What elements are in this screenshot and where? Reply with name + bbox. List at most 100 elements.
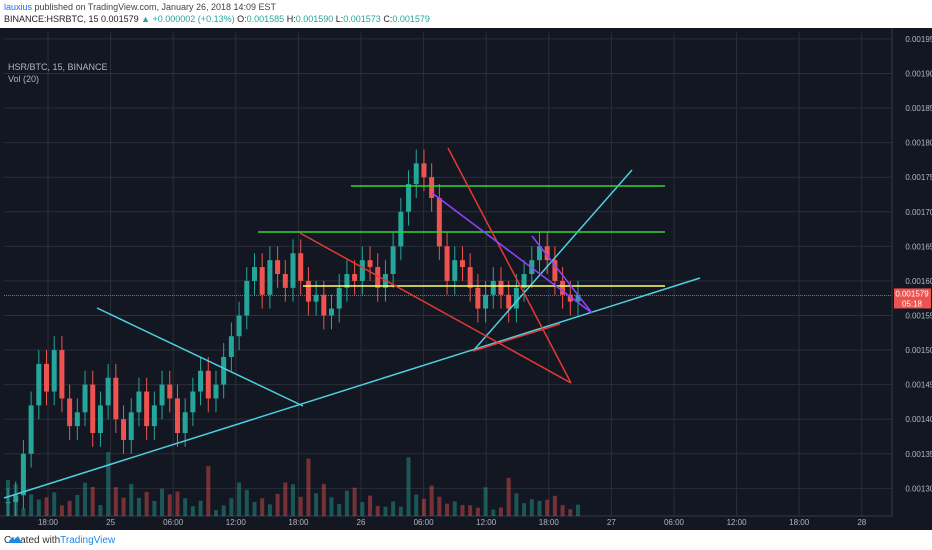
volume-bar: [468, 505, 473, 516]
y-tick-label: 0.001350: [905, 450, 932, 459]
candle-body: [20, 453, 26, 496]
volume-bar: [329, 497, 334, 516]
volume-bar: [113, 487, 118, 516]
candle-body: [490, 280, 496, 295]
volume-bar: [437, 496, 442, 516]
volume-bar: [59, 505, 64, 516]
volume-bar: [106, 452, 111, 516]
last-price: 0.001579: [101, 14, 139, 24]
volume-legend: Vol (20): [8, 74, 40, 84]
symbol-info: BINANCE:HSRBTC, 15: [4, 14, 99, 24]
candle-body: [121, 419, 127, 440]
volume-bar: [152, 500, 157, 516]
candle-body: [467, 267, 473, 288]
candle-body: [97, 405, 103, 434]
candle-body: [575, 294, 581, 302]
candle-body: [44, 363, 50, 392]
triangle-red-side: [447, 147, 572, 384]
volume-bar: [522, 503, 527, 516]
candle-body: [128, 412, 134, 440]
volume-bar: [167, 494, 172, 516]
x-tick-label: 18:00: [539, 518, 560, 527]
candle-body: [536, 246, 542, 261]
volume-bar: [352, 487, 357, 516]
volume-bar: [98, 504, 103, 516]
volume-bar: [514, 493, 519, 516]
candle-body: [336, 287, 342, 309]
low-label: L:: [335, 14, 344, 24]
candle-body: [375, 267, 381, 288]
volume-bar: [391, 501, 396, 516]
candle-body: [251, 267, 257, 281]
x-tick-label: 12:00: [727, 518, 748, 527]
low-value: 0.001573: [343, 14, 381, 24]
volume-bar: [568, 509, 573, 516]
candle-body: [259, 267, 265, 295]
volume-bar: [90, 487, 95, 516]
chart-area[interactable]: 0.001950 0.001900 0.001850 0.001800 0.001750…: [0, 28, 932, 530]
volume-bar: [144, 491, 149, 516]
candle-body: [459, 260, 465, 268]
volume-bar: [506, 477, 511, 516]
publish-text: published on TradingView.com, January 26…: [34, 2, 277, 12]
x-tick-label: 12:00: [476, 518, 497, 527]
candle-body: [352, 274, 358, 281]
x-tick-label: 28: [857, 518, 866, 527]
volume-bar: [36, 499, 41, 516]
candle-body: [305, 280, 311, 302]
volume-bar: [321, 483, 326, 516]
volume-bar: [121, 497, 126, 516]
candle-body: [144, 391, 150, 427]
candle-body: [398, 211, 404, 247]
volume-bar: [136, 497, 141, 516]
candle-body: [421, 163, 427, 178]
volume-bar: [306, 458, 311, 516]
publish-info: lauxius published on TradingView.com, Ja…: [4, 2, 276, 12]
candle-body: [174, 398, 180, 434]
candle-body: [506, 294, 512, 309]
volume-bar: [21, 508, 26, 516]
x-tick-label: 06:00: [664, 518, 685, 527]
price-chart[interactable]: 0.001950 0.001900 0.001850 0.001800 0.001750…: [0, 28, 932, 530]
candle-body: [321, 294, 327, 316]
candle-body: [544, 246, 550, 261]
volume-bar: [460, 505, 465, 516]
last-price-tag: [894, 288, 931, 299]
author-link[interactable]: lauxius: [4, 2, 33, 12]
close-value: 0.001579: [392, 14, 430, 24]
candle-body: [436, 197, 442, 247]
volume-bar: [491, 509, 496, 516]
volume-bar: [576, 504, 580, 516]
candle-body: [59, 350, 65, 399]
high-value: 0.001590: [295, 14, 334, 24]
candle-body: [567, 294, 573, 302]
volume-bar: [275, 493, 280, 516]
volume-bar: [452, 501, 457, 516]
candle-body: [221, 356, 227, 385]
wedge-purple: [431, 192, 593, 314]
volume-bar: [445, 503, 450, 516]
volume-bar: [252, 502, 257, 516]
y-tick-label: 0.001600: [905, 277, 932, 286]
countdown-tag: [894, 298, 931, 309]
x-tick-label: 06:00: [163, 518, 184, 527]
symbol-legend: HSR/BTC, 15, BINANCE: [8, 62, 108, 72]
candle-body: [90, 384, 96, 434]
candle-body: [406, 184, 412, 212]
volume-bar: [498, 507, 503, 516]
volume-bar: [475, 507, 480, 516]
volume-bar: [244, 489, 249, 516]
volume-bar: [198, 500, 203, 516]
y-tick-label: 0.001700: [905, 208, 932, 217]
candle-body: [282, 274, 288, 288]
candle-body: [213, 384, 219, 399]
candle-body: [167, 384, 173, 399]
y-tick-label: 0.001750: [905, 173, 932, 182]
volume-bar: [52, 492, 57, 516]
volume-bar: [260, 498, 265, 516]
y-tick-label: 0.001850: [905, 104, 932, 113]
candle-body: [236, 315, 242, 337]
volume-bar: [291, 484, 295, 516]
candle-body: [298, 253, 304, 281]
tradingview-brand[interactable]: TradingView: [60, 535, 116, 546]
